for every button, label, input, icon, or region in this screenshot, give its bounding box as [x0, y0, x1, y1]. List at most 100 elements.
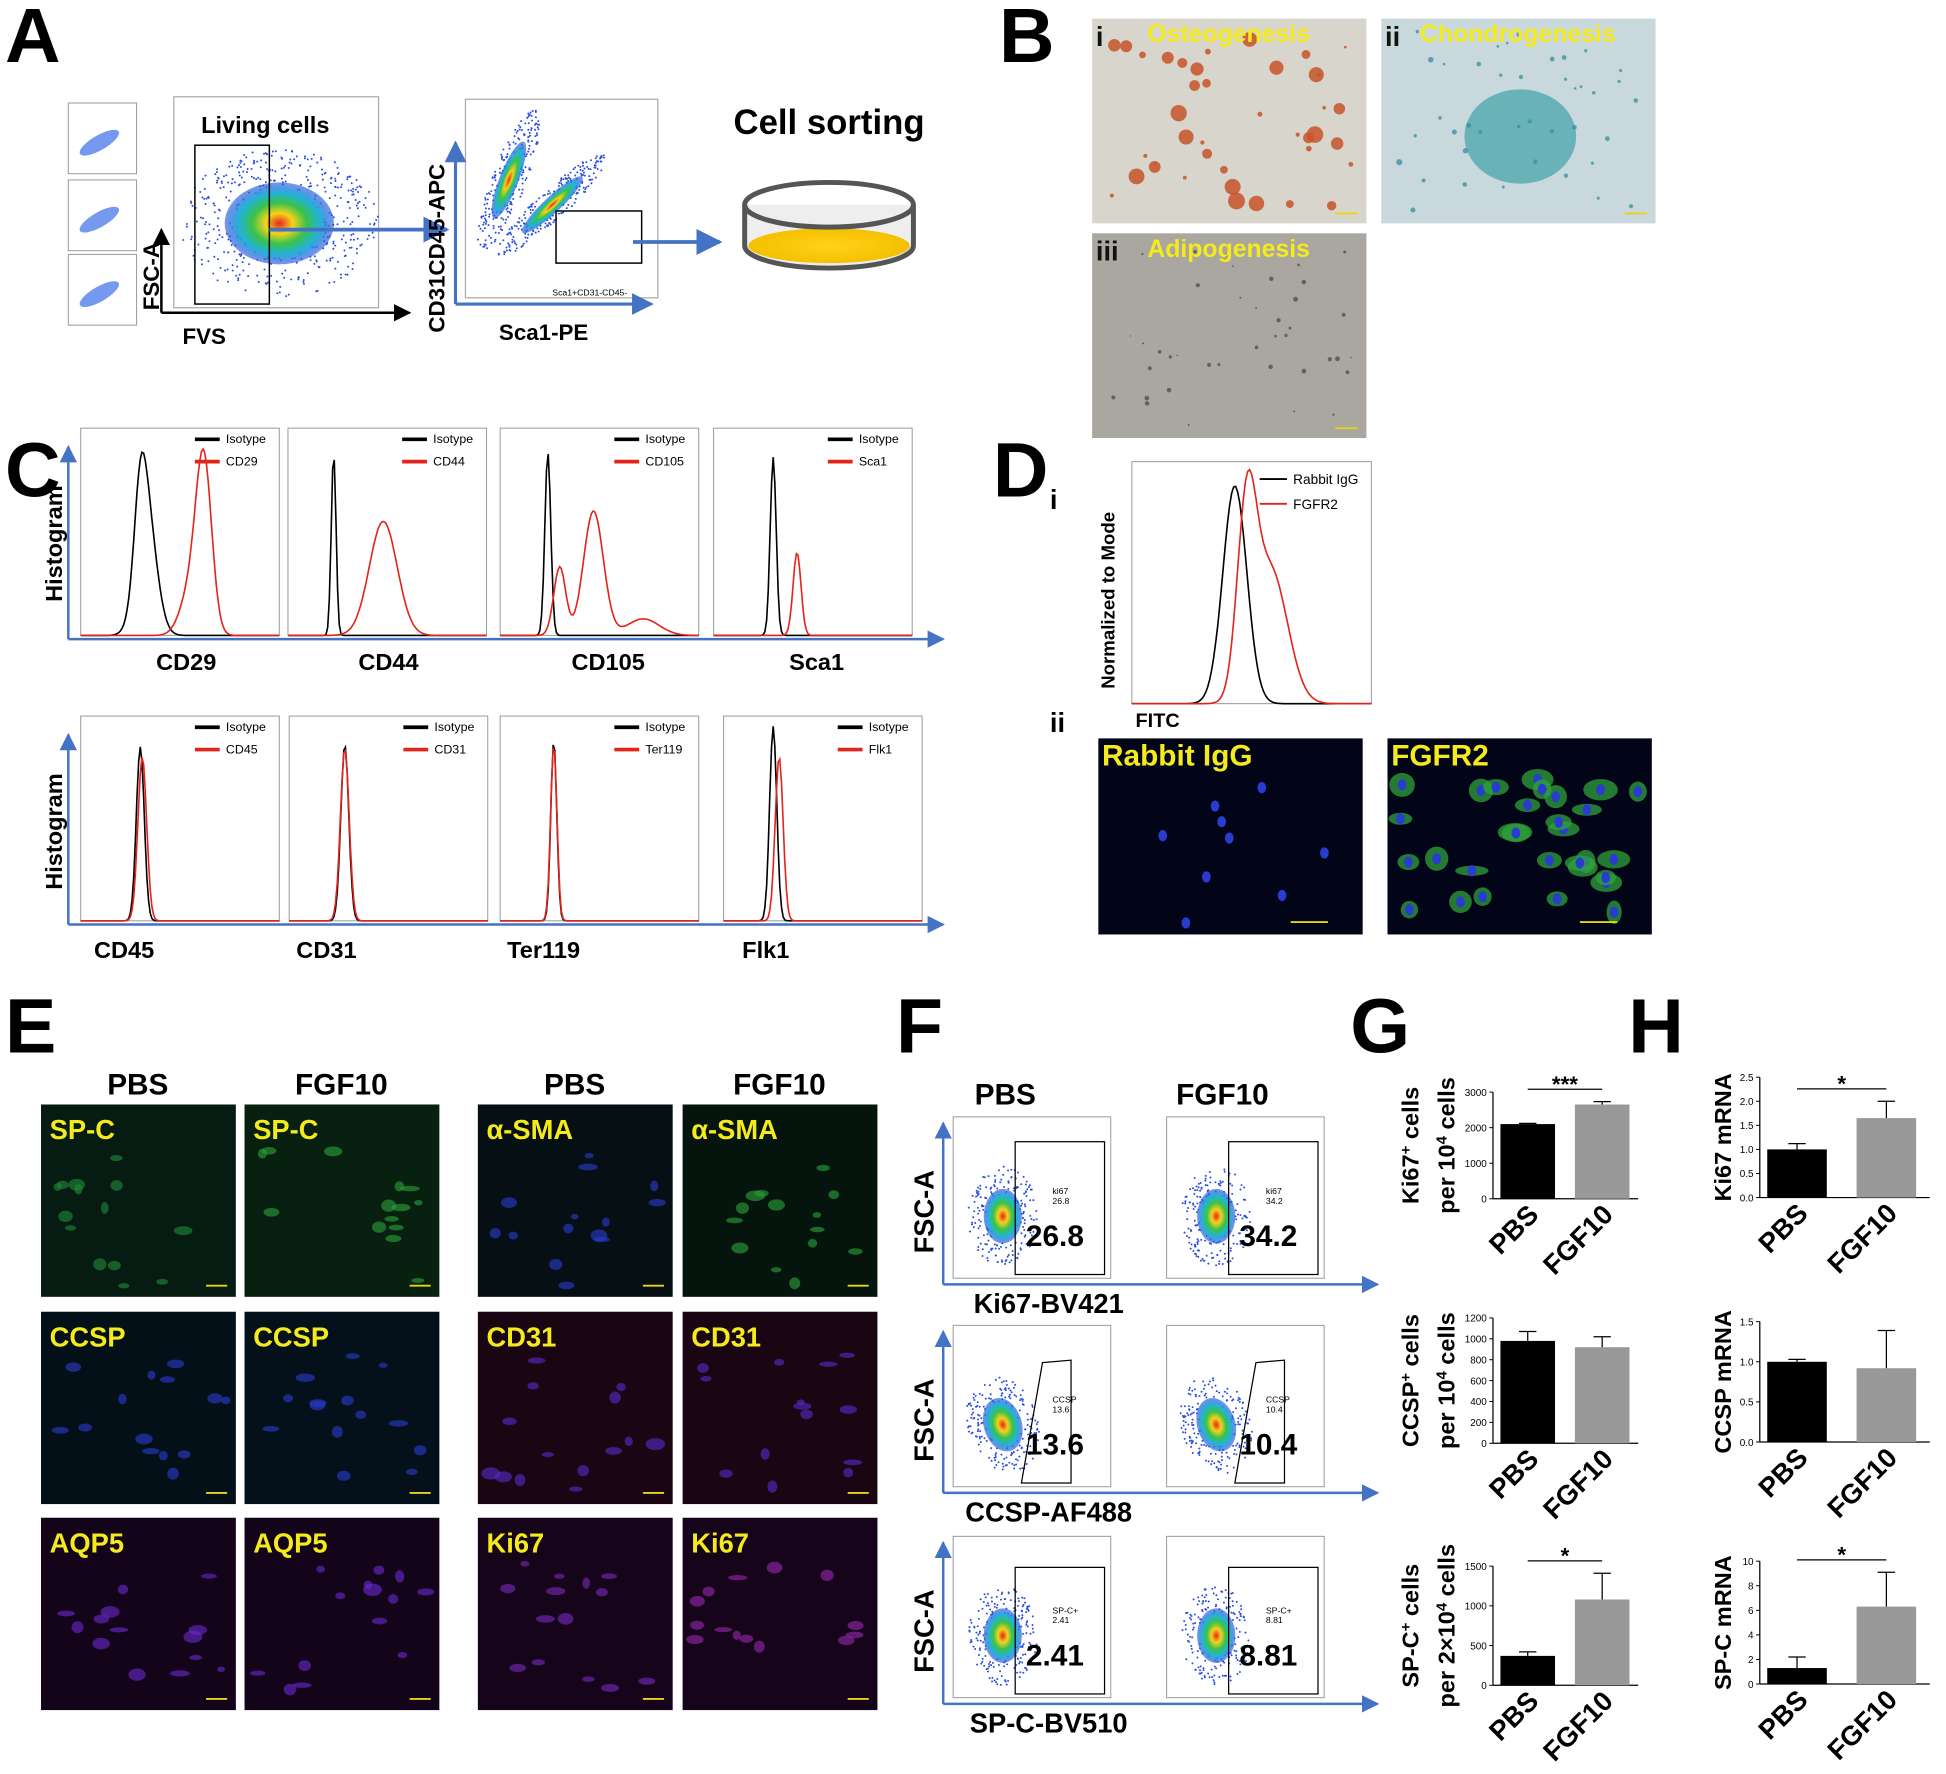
label: ii [1050, 707, 1065, 738]
event-dot [190, 238, 193, 241]
event-dot [1181, 1629, 1184, 1632]
event-dot [1232, 1411, 1235, 1414]
event-dot [1021, 1644, 1024, 1647]
event-dot [1001, 1468, 1004, 1471]
label: PBS [975, 1078, 1036, 1111]
event-dot [332, 240, 335, 243]
y-tick-label: 800 [1470, 1355, 1487, 1366]
bar [1767, 1668, 1827, 1685]
event-dot [1200, 1443, 1203, 1446]
event-dot [981, 1660, 984, 1663]
event-dot [530, 140, 533, 143]
event-dot [525, 153, 528, 156]
event-dot [490, 242, 493, 245]
event-dot [1011, 1381, 1014, 1384]
event-dot [312, 153, 315, 156]
event-dot [1194, 1622, 1197, 1624]
event-dot [993, 1243, 996, 1246]
event-dot [1192, 1598, 1195, 1601]
event-dot [339, 273, 342, 276]
event-dot [297, 276, 300, 279]
cell [78, 1423, 92, 1432]
event-dot [336, 204, 339, 207]
event-dot [1028, 1641, 1031, 1644]
event-dot [486, 198, 489, 201]
event-dot [352, 193, 355, 196]
histogram-curve [289, 748, 488, 922]
event-dot [970, 1404, 973, 1407]
cell [378, 1362, 388, 1368]
event-dot [597, 160, 600, 163]
debris [1276, 318, 1281, 323]
event-dot [993, 1602, 996, 1605]
event-dot [530, 233, 533, 236]
event-dot [1197, 1182, 1200, 1185]
event-dot [966, 1404, 969, 1407]
event-dot [573, 201, 576, 204]
cell [638, 1677, 656, 1685]
nucleus [1277, 889, 1287, 902]
event-dot [1028, 1605, 1031, 1608]
density-core [521, 176, 583, 234]
event-dot [242, 170, 245, 173]
event-dot [994, 1454, 997, 1456]
event-dot [1194, 1393, 1197, 1396]
cell [128, 1668, 146, 1681]
cell [502, 1417, 517, 1426]
event-dot [1235, 1444, 1238, 1447]
event-dot [1200, 1677, 1203, 1680]
event-dot [1026, 1244, 1029, 1247]
event-dot [1018, 1444, 1021, 1447]
cell [569, 1486, 583, 1492]
event-dot [507, 242, 510, 245]
cell [118, 1393, 127, 1405]
debris [1288, 326, 1292, 330]
event-dot [1024, 1190, 1027, 1193]
debris [1268, 364, 1273, 370]
event-dot [544, 222, 547, 225]
nucleus [1201, 871, 1211, 883]
event-dot [976, 1418, 979, 1421]
event-dot [1030, 1436, 1033, 1439]
cell [170, 1670, 190, 1677]
event-dot [600, 156, 603, 159]
event-dot [1219, 1664, 1222, 1667]
event-dot [1195, 1442, 1198, 1445]
event-dot [1215, 1667, 1218, 1670]
event-dot [297, 278, 300, 281]
event-dot [500, 157, 503, 160]
event-dot [212, 228, 215, 231]
event-dot [199, 216, 202, 219]
event-dot [1244, 1410, 1247, 1413]
event-dot [591, 178, 594, 181]
event-dot [308, 185, 311, 188]
cell [406, 1468, 418, 1475]
event-dot [1022, 1175, 1025, 1178]
event-dot [1024, 1205, 1027, 1208]
debris [1335, 356, 1340, 362]
event-dot [1201, 1257, 1204, 1260]
y-axis-label: per 104 cells [1434, 1312, 1460, 1449]
event-dot [1208, 1242, 1211, 1245]
event-dot [1212, 1377, 1215, 1380]
event-dot [1194, 1668, 1197, 1671]
event-dot [1003, 1457, 1006, 1460]
panel-letter: D [993, 427, 1049, 513]
event-dot [982, 1208, 985, 1211]
event-dot [228, 165, 231, 168]
event-dot [1025, 1180, 1028, 1183]
event-dot [225, 196, 228, 199]
event-dot [230, 243, 233, 246]
event-dot [1184, 1202, 1187, 1205]
stained-cell [1462, 182, 1468, 187]
event-dot [999, 1245, 1002, 1248]
bar [1574, 1599, 1630, 1686]
event-dot [1027, 1609, 1030, 1612]
event-dot [1019, 1657, 1022, 1660]
event-dot [1229, 1249, 1232, 1252]
event-dot [1013, 1464, 1016, 1467]
y-tick-label: 2 [1748, 1655, 1754, 1666]
event-dot [522, 169, 525, 172]
event-dot [1193, 1380, 1196, 1383]
mineral-nodule [1269, 60, 1284, 75]
